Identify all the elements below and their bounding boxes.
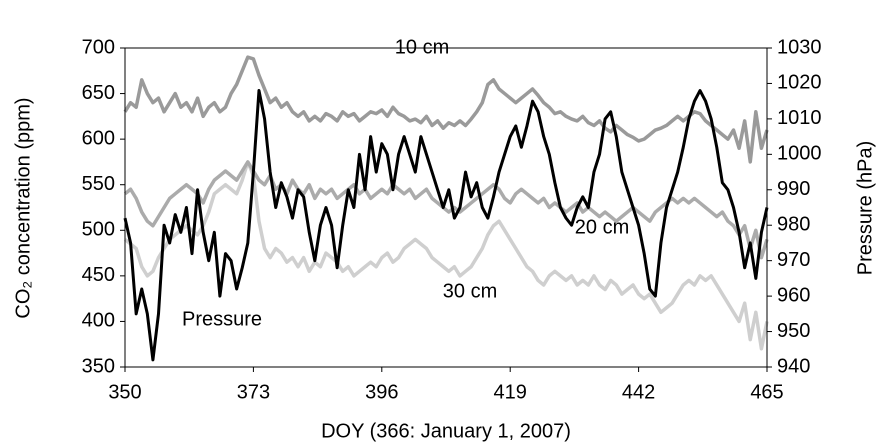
x-tick-label: 350	[108, 381, 141, 403]
y2-tick-label: 1020	[777, 72, 822, 94]
y2-tick-label: 1030	[777, 36, 822, 58]
y2-tick-label: 990	[777, 178, 810, 200]
y-tick-label: 550	[82, 173, 115, 195]
series-line	[123, 89, 769, 362]
y2-tick-label: 1000	[777, 143, 822, 165]
series-label: 10 cm	[395, 36, 449, 58]
y-tick-label: 350	[82, 355, 115, 377]
y-tick-label: 700	[82, 36, 115, 58]
series-label: 20 cm	[575, 216, 629, 238]
y2-tick-label: 1010	[777, 107, 822, 129]
x-tick-label: 396	[365, 381, 398, 403]
series-line	[123, 160, 769, 351]
series-label: Pressure	[182, 308, 262, 330]
y2-tick-label: 940	[777, 355, 810, 377]
y2-tick-label: 980	[777, 214, 810, 236]
x-tick-label: 419	[494, 381, 527, 403]
series-label: 30 cm	[443, 280, 497, 302]
x-tick-label: 373	[237, 381, 270, 403]
x-tick-label: 442	[622, 381, 655, 403]
x-tick-label: 465	[750, 381, 783, 403]
y-tick-label: 650	[82, 82, 115, 104]
series-line	[123, 55, 769, 164]
x-axis-title: DOY (366: January 1, 2007)	[321, 420, 571, 442]
series-line	[123, 160, 769, 260]
y2-tick-label: 960	[777, 284, 810, 306]
y2-axis-title: Pressure (hPa)	[854, 141, 876, 276]
y-tick-label: 600	[82, 127, 115, 149]
y2-tick-label: 950	[777, 320, 810, 342]
y-axis-title: CO₂ concentration (ppm)	[12, 97, 34, 318]
y-tick-label: 450	[82, 264, 115, 286]
y-tick-label: 500	[82, 219, 115, 241]
y-tick-label: 400	[82, 310, 115, 332]
y2-tick-label: 970	[777, 249, 810, 271]
plot-frame	[124, 47, 768, 368]
